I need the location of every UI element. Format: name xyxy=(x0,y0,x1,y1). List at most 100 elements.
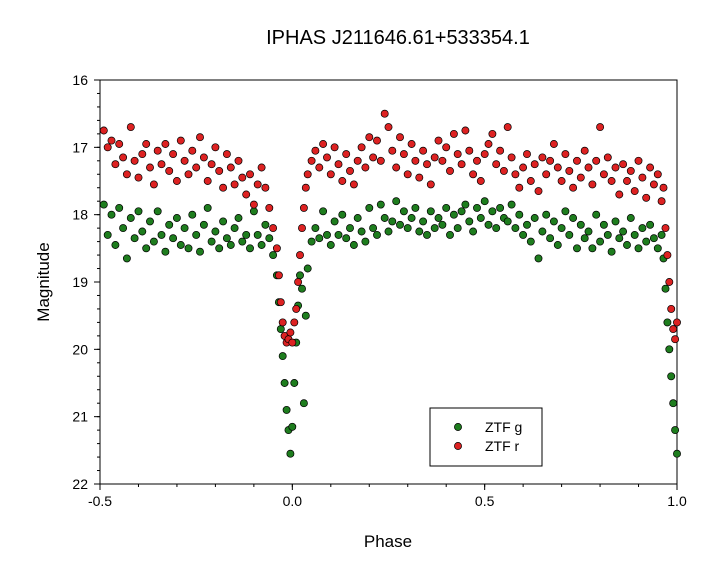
ztf-r-point xyxy=(388,146,397,155)
ztf-g-point xyxy=(265,234,274,243)
ztf-g-point xyxy=(623,241,631,249)
ztf-r-point xyxy=(392,163,401,172)
ztf-r-point xyxy=(122,170,131,179)
ztf-g-point xyxy=(584,227,593,236)
ztf-r-point xyxy=(111,160,120,169)
y-tick-label: 22 xyxy=(72,476,88,492)
ztf-g-point xyxy=(222,234,231,243)
ztf-g-point xyxy=(298,284,306,293)
ztf-g-point xyxy=(415,227,424,236)
ztf-g-point xyxy=(280,379,289,387)
ztf-r-point xyxy=(211,143,220,152)
ztf-g-point xyxy=(473,203,481,212)
ztf-r-point xyxy=(426,180,435,189)
ztf-r-point xyxy=(349,180,358,189)
ztf-r-point xyxy=(442,143,451,152)
ztf-r-point xyxy=(542,170,551,179)
ztf-r-point xyxy=(561,150,570,159)
ztf-g-point xyxy=(278,352,287,361)
ztf-g-point xyxy=(188,210,197,219)
ztf-r-point xyxy=(99,126,108,135)
ztf-r-point xyxy=(373,136,381,145)
ztf-r-point xyxy=(176,136,185,145)
ztf-r-point xyxy=(115,140,124,148)
ztf-r-point xyxy=(534,187,543,196)
ztf-g-point xyxy=(603,230,612,239)
ztf-g-point xyxy=(549,217,558,226)
ztf-g-point xyxy=(99,200,108,209)
ztf-r-point xyxy=(667,304,676,313)
ztf-r-point xyxy=(119,153,128,162)
y-tick-label: 16 xyxy=(72,72,88,88)
ztf-r-point xyxy=(161,140,170,148)
ztf-g-point xyxy=(665,345,674,354)
ztf-g-point xyxy=(380,214,389,222)
ztf-g-point xyxy=(146,217,154,226)
y-tick-label: 18 xyxy=(72,207,88,223)
ztf-g-point xyxy=(357,227,366,236)
ztf-r-point xyxy=(484,140,493,148)
chart-title: IPHAS J211646.61+533354.1 xyxy=(266,27,530,49)
ztf-r-point xyxy=(461,126,470,135)
ztf-r-point xyxy=(503,123,512,132)
ztf-r-point xyxy=(288,338,297,347)
ztf-r-point xyxy=(665,278,674,286)
ztf-g-point xyxy=(142,244,151,253)
ztf-r-point xyxy=(638,173,647,182)
legend-marker-ztf-r xyxy=(454,442,462,450)
ztf-g-point xyxy=(315,234,324,243)
ztf-r-point xyxy=(576,173,585,182)
ztf-g-point xyxy=(299,399,308,408)
ztf-g-point xyxy=(496,203,505,212)
ztf-r-point xyxy=(553,163,562,172)
ztf-r-point xyxy=(334,160,343,169)
ztf-g-point xyxy=(546,234,555,243)
ztf-r-point xyxy=(465,146,474,155)
plot-frame xyxy=(99,79,678,485)
ztf-r-point xyxy=(580,146,589,155)
ztf-g-point xyxy=(219,217,228,226)
ztf-r-point xyxy=(290,318,299,327)
ztf-r-point xyxy=(338,177,347,185)
ztf-r-point xyxy=(126,123,135,132)
ztf-g-point xyxy=(180,224,189,233)
ztf-r-point xyxy=(607,177,616,185)
ztf-g-point xyxy=(253,230,262,239)
y-axis: 16 17 18 19 20 21 22 xyxy=(72,72,100,492)
ztf-r-point xyxy=(519,163,528,172)
ztf-g-point xyxy=(361,237,370,246)
ztf-g-point xyxy=(161,247,170,256)
ztf-g-point xyxy=(663,318,672,327)
ztf-g-point xyxy=(573,244,581,253)
ztf-g-point xyxy=(442,203,451,212)
ztf-g-point xyxy=(403,224,412,233)
ztf-r-point xyxy=(246,170,254,179)
ztf-r-point xyxy=(380,109,389,118)
ztf-g-point xyxy=(649,234,658,243)
ztf-g-point xyxy=(103,230,112,239)
ztf-r-point xyxy=(311,146,320,155)
ztf-g-point xyxy=(176,241,185,249)
ztf-g-point xyxy=(667,372,676,381)
ztf-g-point xyxy=(511,224,520,233)
ztf-g-point xyxy=(484,220,493,229)
series-ztf-g-points xyxy=(99,197,681,458)
ztf-r-point xyxy=(473,156,481,165)
ztf-g-point xyxy=(569,214,578,222)
ztf-g-point xyxy=(634,244,643,253)
ztf-g-point xyxy=(288,422,297,431)
ztf-r-point xyxy=(515,183,524,192)
y-tick-label: 21 xyxy=(72,409,88,425)
ztf-g-point xyxy=(126,214,135,222)
ztf-r-point xyxy=(376,156,385,165)
ztf-g-point xyxy=(596,237,605,246)
ztf-g-point xyxy=(480,197,489,206)
ztf-g-point xyxy=(630,230,639,239)
ztf-r-point xyxy=(286,328,295,337)
ztf-r-point xyxy=(384,123,393,132)
ztf-r-point xyxy=(673,318,681,327)
ztf-r-point xyxy=(611,163,620,172)
ztf-g-point xyxy=(346,224,354,233)
ztf-r-point xyxy=(301,183,310,192)
ztf-g-point xyxy=(534,254,543,263)
